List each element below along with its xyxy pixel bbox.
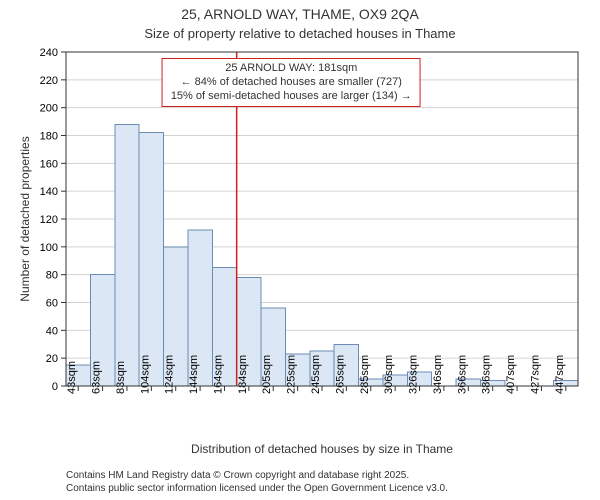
svg-text:184sqm: 184sqm [237,355,249,394]
bar [139,133,163,386]
footer: Contains HM Land Registry data © Crown c… [66,470,448,495]
svg-text:265sqm: 265sqm [334,355,346,394]
svg-text:124sqm: 124sqm [164,355,176,394]
svg-text:240: 240 [40,47,58,59]
svg-text:326sqm: 326sqm [408,355,420,394]
svg-text:180: 180 [40,131,58,143]
svg-text:164sqm: 164sqm [212,355,224,394]
svg-text:104sqm: 104sqm [139,355,151,394]
annotation-line2: ← 84% of detached houses are smaller (72… [171,76,412,90]
svg-text:100: 100 [40,242,58,254]
bar [115,124,139,386]
svg-text:386sqm: 386sqm [481,355,493,394]
svg-text:140: 140 [40,186,58,198]
svg-text:20: 20 [46,353,58,365]
svg-text:80: 80 [46,270,58,282]
svg-text:200: 200 [40,103,58,115]
svg-text:447sqm: 447sqm [554,355,566,394]
svg-text:205sqm: 205sqm [261,355,273,394]
y-axis-label: Number of detached properties [18,52,32,386]
svg-text:407sqm: 407sqm [505,355,517,394]
svg-text:83sqm: 83sqm [115,361,127,394]
svg-text:160: 160 [40,158,58,170]
svg-text:245sqm: 245sqm [310,355,322,394]
annotation-line1: 25 ARNOLD WAY: 181sqm [171,62,412,76]
y-ticks: 0 20 40 60 80 100 120 140 160 180 200 220 240 [40,47,66,393]
svg-text:306sqm: 306sqm [383,355,395,394]
svg-text:60: 60 [46,298,58,310]
svg-text:366sqm: 366sqm [456,355,468,394]
svg-text:346sqm: 346sqm [432,355,444,394]
svg-text:43sqm: 43sqm [66,361,78,394]
svg-text:40: 40 [46,325,58,337]
annotation-line3: 15% of semi-detached houses are larger (… [171,90,412,104]
svg-text:285sqm: 285sqm [359,355,371,394]
footer-line2: Contains public sector information licen… [66,483,448,496]
svg-text:63sqm: 63sqm [91,361,103,394]
svg-text:225sqm: 225sqm [286,355,298,394]
svg-text:144sqm: 144sqm [188,355,200,394]
chart-title: 25, ARNOLD WAY, THAME, OX9 2QA [0,6,600,22]
plot-area: 020406080100120140160180200220240 43sqm6… [66,52,578,386]
svg-text:427sqm: 427sqm [529,355,541,394]
annotation-box: 25 ARNOLD WAY: 181sqm ← 84% of detached … [162,58,421,107]
x-axis-label: Distribution of detached houses by size … [66,442,578,456]
chart-subtitle: Size of property relative to detached ho… [0,26,600,41]
x-ticks: 43sqm 63sqm 83sqm 104sqm 124sqm 144sqm 164sqm 1… [66,355,566,394]
chart-root: 25, ARNOLD WAY, THAME, OX9 2QA Size of p… [0,0,600,500]
svg-text:220: 220 [40,75,58,87]
svg-text:120: 120 [40,214,58,226]
svg-text:0: 0 [52,381,58,393]
footer-line1: Contains HM Land Registry data © Crown c… [66,470,448,483]
